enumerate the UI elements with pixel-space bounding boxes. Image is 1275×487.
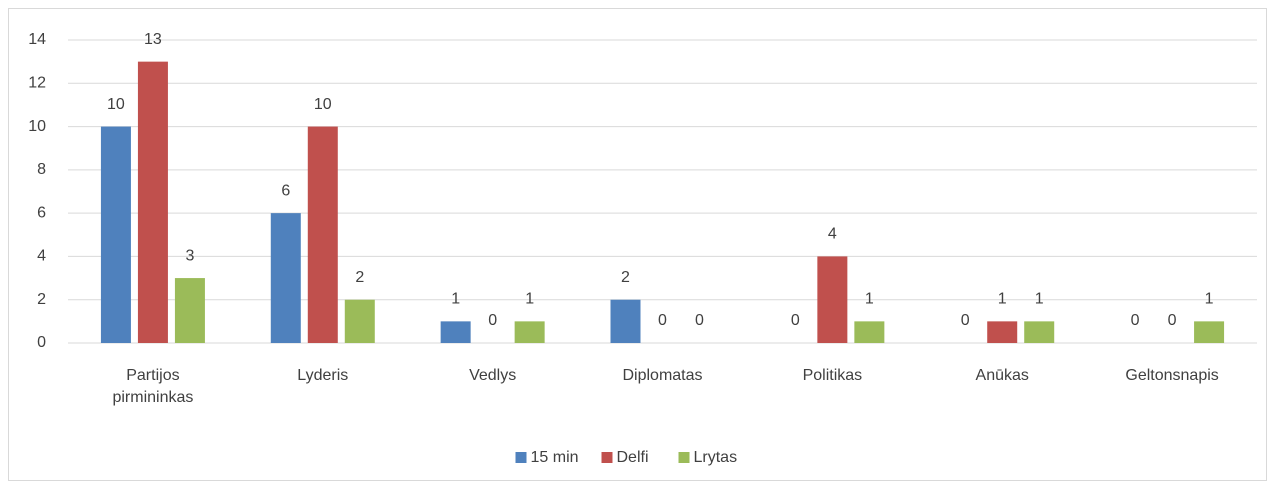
y-tick-label: 14 bbox=[28, 31, 46, 48]
data-label: 0 bbox=[961, 312, 970, 329]
data-label: 1 bbox=[1035, 291, 1044, 308]
data-label: 4 bbox=[828, 226, 837, 243]
bar bbox=[1024, 321, 1055, 343]
data-label: 1 bbox=[998, 291, 1007, 308]
y-tick-label: 0 bbox=[37, 334, 46, 351]
data-label: 2 bbox=[355, 269, 364, 286]
y-tick-label: 12 bbox=[28, 75, 46, 92]
data-label: 0 bbox=[1131, 312, 1140, 329]
bar bbox=[137, 61, 168, 344]
y-tick-label: 4 bbox=[37, 248, 46, 265]
bar bbox=[610, 299, 641, 343]
legend-label: 15 min bbox=[531, 449, 579, 466]
y-tick-label: 10 bbox=[28, 118, 46, 135]
data-label: 1 bbox=[1205, 291, 1214, 308]
y-tick-label: 2 bbox=[37, 291, 46, 308]
data-label: 1 bbox=[525, 291, 534, 308]
data-label: 0 bbox=[488, 312, 497, 329]
bar bbox=[514, 321, 545, 343]
bar bbox=[270, 213, 301, 343]
x-tick-label: Diplomatas bbox=[622, 367, 702, 384]
data-label: 2 bbox=[621, 269, 630, 286]
legend-swatch bbox=[515, 452, 527, 463]
legend-swatch bbox=[678, 452, 690, 463]
data-label: 0 bbox=[695, 312, 704, 329]
x-tick-label: Politikas bbox=[803, 367, 863, 384]
legend-label: Delfi bbox=[617, 449, 649, 466]
legend-swatch bbox=[601, 452, 613, 463]
x-tick-label: Lyderis bbox=[297, 367, 348, 384]
y-tick-label: 6 bbox=[37, 204, 46, 221]
data-label: 0 bbox=[1168, 312, 1177, 329]
bar bbox=[987, 321, 1018, 343]
x-tick-label: Vedlys bbox=[469, 367, 516, 384]
bar bbox=[174, 278, 205, 343]
data-label: 0 bbox=[658, 312, 667, 329]
data-label: 3 bbox=[185, 247, 194, 264]
bar bbox=[307, 126, 338, 343]
bar bbox=[100, 126, 131, 343]
x-tick-label: Partijos pirmininkas bbox=[112, 367, 193, 406]
bar bbox=[344, 299, 375, 343]
chart-frame bbox=[8, 8, 1267, 481]
x-tick-label: Geltonsnapis bbox=[1125, 367, 1218, 384]
x-tick-label: Anūkas bbox=[976, 367, 1029, 384]
legend-label: Lrytas bbox=[694, 449, 738, 466]
data-label: 6 bbox=[281, 182, 290, 199]
data-label: 13 bbox=[144, 31, 162, 48]
bar bbox=[817, 256, 848, 343]
y-tick-label: 8 bbox=[37, 161, 46, 178]
bar bbox=[1194, 321, 1225, 343]
data-label: 10 bbox=[107, 96, 125, 113]
bar bbox=[854, 321, 885, 343]
data-label: 1 bbox=[451, 291, 460, 308]
data-label: 1 bbox=[865, 291, 874, 308]
bar bbox=[440, 321, 471, 343]
data-label: 10 bbox=[314, 96, 332, 113]
data-label: 0 bbox=[791, 312, 800, 329]
